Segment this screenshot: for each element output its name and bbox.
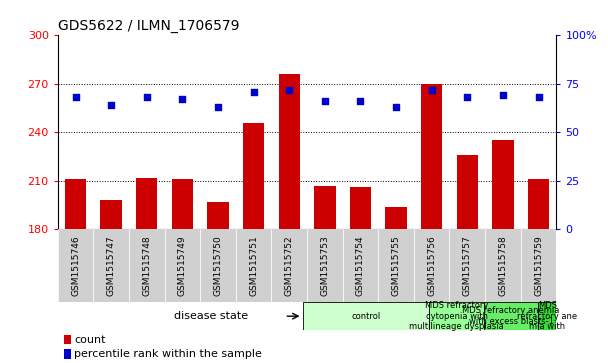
Point bbox=[463, 94, 472, 100]
Text: GSM1515752: GSM1515752 bbox=[285, 235, 294, 296]
Point bbox=[534, 94, 544, 100]
Bar bbox=[303, 302, 429, 330]
Bar bbox=[414, 229, 449, 302]
Text: GSM1515758: GSM1515758 bbox=[499, 235, 508, 296]
Text: GSM1515749: GSM1515749 bbox=[178, 235, 187, 296]
Bar bbox=[65, 179, 86, 229]
Text: GSM1515756: GSM1515756 bbox=[427, 235, 436, 296]
Point bbox=[142, 94, 151, 100]
Bar bbox=[520, 229, 556, 302]
Bar bbox=[457, 155, 478, 229]
Bar bbox=[429, 302, 484, 330]
Bar bbox=[200, 229, 236, 302]
Point bbox=[71, 94, 80, 100]
Bar bbox=[538, 302, 556, 330]
Bar bbox=[449, 229, 485, 302]
Bar bbox=[171, 179, 193, 229]
Bar bbox=[492, 140, 514, 229]
Text: GSM1515750: GSM1515750 bbox=[213, 235, 223, 296]
Bar bbox=[271, 229, 307, 302]
Point bbox=[498, 93, 508, 98]
Bar bbox=[278, 74, 300, 229]
Bar bbox=[58, 229, 94, 302]
Bar bbox=[100, 200, 122, 229]
Text: MDS refractory anemia
with excess blasts-1: MDS refractory anemia with excess blasts… bbox=[462, 306, 560, 326]
Text: control: control bbox=[351, 312, 381, 321]
Text: MDS
refractory ane
mia with: MDS refractory ane mia with bbox=[517, 301, 578, 331]
Bar bbox=[207, 202, 229, 229]
Bar bbox=[485, 229, 520, 302]
Bar bbox=[64, 350, 71, 359]
Text: GSM1515757: GSM1515757 bbox=[463, 235, 472, 296]
Bar bbox=[528, 179, 549, 229]
Text: percentile rank within the sample: percentile rank within the sample bbox=[74, 349, 262, 359]
Point bbox=[391, 104, 401, 110]
Text: GSM1515751: GSM1515751 bbox=[249, 235, 258, 296]
Bar bbox=[484, 302, 538, 330]
Point bbox=[178, 97, 187, 102]
Bar bbox=[136, 178, 157, 229]
Bar bbox=[350, 187, 371, 229]
Text: GSM1515754: GSM1515754 bbox=[356, 235, 365, 296]
Bar bbox=[385, 207, 407, 229]
Bar bbox=[421, 84, 443, 229]
Text: GSM1515746: GSM1515746 bbox=[71, 235, 80, 296]
Bar bbox=[243, 123, 264, 229]
Text: GSM1515759: GSM1515759 bbox=[534, 235, 543, 296]
Bar bbox=[307, 229, 343, 302]
Point bbox=[213, 104, 223, 110]
Point bbox=[320, 98, 330, 104]
Bar bbox=[343, 229, 378, 302]
Point bbox=[356, 98, 365, 104]
Text: GSM1515748: GSM1515748 bbox=[142, 235, 151, 296]
Text: count: count bbox=[74, 335, 106, 344]
Bar bbox=[314, 186, 336, 229]
Bar bbox=[165, 229, 200, 302]
Point bbox=[106, 102, 116, 108]
Text: disease state: disease state bbox=[174, 311, 248, 321]
Bar bbox=[64, 335, 71, 344]
Point bbox=[249, 89, 258, 94]
Bar bbox=[378, 229, 414, 302]
Bar bbox=[94, 229, 129, 302]
Point bbox=[285, 87, 294, 93]
Bar bbox=[236, 229, 271, 302]
Text: GSM1515747: GSM1515747 bbox=[106, 235, 116, 296]
Text: GSM1515755: GSM1515755 bbox=[392, 235, 401, 296]
Bar bbox=[129, 229, 165, 302]
Point bbox=[427, 87, 437, 93]
Text: MDS refractory
cytopenia with
multilineage dysplasia: MDS refractory cytopenia with multilinea… bbox=[409, 301, 504, 331]
Text: GSM1515753: GSM1515753 bbox=[320, 235, 330, 296]
Text: GDS5622 / ILMN_1706579: GDS5622 / ILMN_1706579 bbox=[58, 19, 240, 33]
